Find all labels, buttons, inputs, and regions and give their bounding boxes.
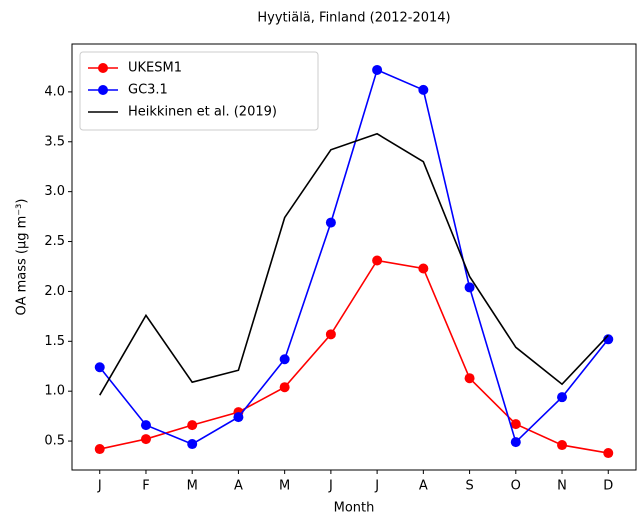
legend-label: GC3.1	[128, 83, 168, 98]
point	[603, 448, 614, 459]
x-tick-label: S	[465, 479, 473, 494]
legend-marker	[98, 85, 108, 95]
x-tick-label: J	[374, 479, 379, 494]
x-tick-label: J	[328, 479, 333, 494]
y-tick-label: 3.0	[44, 184, 65, 199]
plot-frame	[71, 43, 637, 471]
point	[94, 444, 105, 455]
y-tick-label: 1.0	[44, 384, 65, 399]
y-tick-label: 2.5	[44, 234, 65, 249]
legend-marker	[98, 63, 108, 73]
series-line	[99, 132, 609, 396]
point	[187, 439, 198, 450]
x-tick-label: O	[511, 479, 521, 494]
point	[464, 282, 475, 293]
point	[140, 434, 151, 445]
x-tick-label: N	[557, 479, 567, 494]
point	[372, 64, 383, 75]
x-tick-label: M	[279, 479, 290, 494]
legend-label: Heikkinen et al. (2019)	[128, 105, 277, 120]
point	[279, 354, 290, 365]
point	[325, 329, 336, 340]
chart-title: Hyytiälä, Finland (2012-2014)	[257, 11, 450, 26]
legend-box	[79, 51, 319, 131]
y-tick-label: 0.5	[44, 434, 65, 449]
x-axis-label: Month	[334, 501, 375, 516]
point	[187, 420, 198, 431]
point	[418, 84, 429, 95]
y-tick-label: 3.5	[44, 134, 65, 149]
legend-label: UKESM1	[128, 61, 182, 76]
y-tick-label: 4.0	[44, 84, 65, 99]
point	[464, 373, 475, 384]
x-tick-label: F	[142, 479, 149, 494]
y-axis-label: OA mass (μg m⁻³)	[15, 199, 30, 316]
point	[94, 362, 105, 373]
point	[557, 440, 568, 451]
x-tick-label: A	[234, 479, 243, 494]
series-line	[99, 68, 609, 445]
point	[372, 255, 383, 266]
x-tick-label: A	[419, 479, 428, 494]
x-tick-label: M	[187, 479, 198, 494]
point	[418, 263, 429, 274]
point	[510, 419, 521, 430]
point	[510, 437, 521, 448]
series-line	[99, 259, 609, 454]
x-tick-label: D	[603, 479, 613, 494]
point	[325, 217, 336, 228]
y-tick-label: 2.0	[44, 284, 65, 299]
x-tick-label: J	[97, 479, 102, 494]
y-tick-label: 1.5	[44, 334, 65, 349]
point	[279, 382, 290, 393]
point	[557, 392, 568, 403]
point	[140, 420, 151, 431]
point	[233, 412, 244, 423]
